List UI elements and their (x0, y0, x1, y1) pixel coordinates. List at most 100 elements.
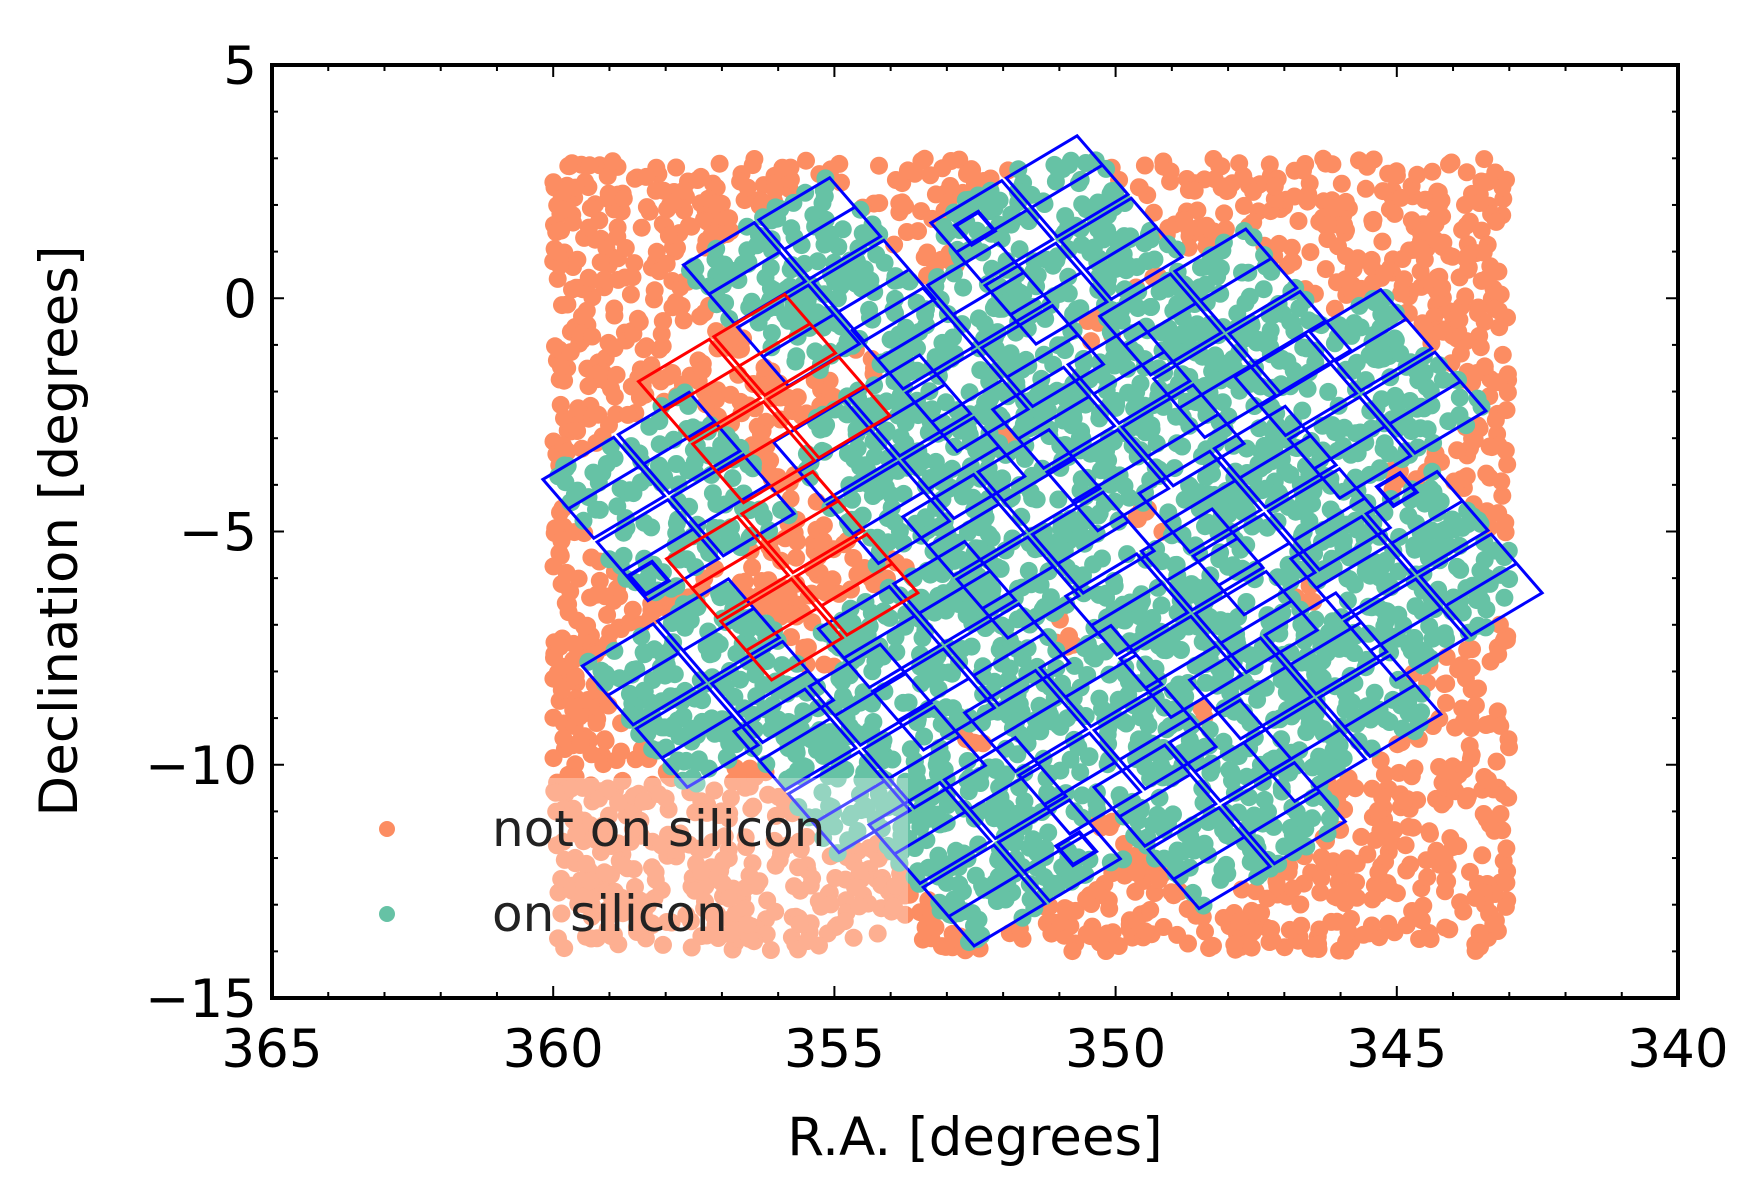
point-not-on-silicon (1462, 680, 1481, 699)
ccd-chip-outline (1044, 427, 1171, 533)
point-not-on-silicon (555, 939, 574, 958)
point-not-on-silicon (1077, 889, 1096, 908)
point-on-silicon (1049, 490, 1068, 509)
point-not-on-silicon (784, 394, 802, 413)
point-not-on-silicon (1493, 178, 1512, 197)
point-on-silicon (667, 455, 686, 473)
point-on-silicon (901, 326, 920, 345)
point-on-silicon (1424, 482, 1443, 501)
point-not-on-silicon (610, 587, 629, 606)
point-not-on-silicon (546, 783, 565, 802)
point-on-silicon (833, 220, 852, 239)
point-on-silicon (1213, 354, 1231, 373)
point-not-on-silicon (1435, 848, 1454, 867)
point-on-silicon (806, 217, 825, 236)
point-not-on-silicon (1230, 912, 1249, 931)
point-on-silicon (738, 621, 757, 640)
point-not-on-silicon (941, 177, 960, 195)
point-not-on-silicon (1162, 883, 1181, 902)
point-on-silicon (1450, 388, 1469, 407)
point-on-silicon (1007, 373, 1026, 392)
point-on-silicon (866, 737, 885, 756)
point-on-silicon (1056, 207, 1075, 226)
point-on-silicon (826, 743, 844, 762)
point-not-on-silicon (562, 779, 581, 798)
point-on-silicon (1435, 520, 1454, 539)
point-not-on-silicon (1403, 902, 1422, 920)
point-not-on-silicon (614, 856, 633, 875)
point-on-silicon (1238, 677, 1257, 695)
point-not-on-silicon (1332, 174, 1351, 193)
point-on-silicon (1066, 703, 1085, 722)
point-not-on-silicon (753, 377, 772, 396)
point-on-silicon (1099, 451, 1118, 470)
point-not-on-silicon (689, 839, 707, 858)
point-not-on-silicon (595, 270, 614, 289)
point-not-on-silicon (637, 198, 656, 217)
point-not-on-silicon (1457, 163, 1476, 182)
point-on-silicon (1323, 416, 1342, 435)
ccd-chip-outline (900, 415, 1028, 521)
point-on-silicon (656, 666, 674, 685)
point-not-on-silicon (1350, 151, 1368, 170)
point-on-silicon (621, 705, 640, 724)
point-not-on-silicon (605, 306, 624, 325)
point-on-silicon (1150, 788, 1169, 807)
point-on-silicon (1135, 709, 1154, 728)
point-not-on-silicon (1329, 237, 1347, 256)
point-on-silicon (1090, 689, 1109, 708)
ccd-readout-divider (1199, 257, 1273, 302)
point-not-on-silicon (926, 918, 945, 937)
point-not-on-silicon (579, 178, 598, 197)
point-on-silicon (1002, 215, 1021, 234)
point-not-on-silicon (1387, 166, 1406, 185)
point-on-silicon (1100, 665, 1119, 684)
point-not-on-silicon (566, 178, 585, 197)
point-on-silicon (1035, 195, 1054, 213)
point-on-silicon (1399, 506, 1418, 525)
point-on-silicon (635, 513, 654, 532)
point-on-silicon (1012, 507, 1031, 526)
point-not-on-silicon (846, 878, 864, 897)
point-not-on-silicon (1411, 239, 1430, 258)
ccd-readout-divider (762, 313, 835, 358)
point-on-silicon (650, 435, 669, 454)
point-on-silicon (882, 486, 901, 505)
point-not-on-silicon (814, 532, 833, 551)
point-on-silicon (1213, 393, 1232, 412)
point-not-on-silicon (590, 571, 609, 590)
point-not-on-silicon (1496, 513, 1515, 532)
point-on-silicon (1320, 809, 1339, 828)
point-not-on-silicon (766, 902, 785, 921)
point-on-silicon (1200, 315, 1219, 334)
point-on-silicon (1299, 653, 1318, 672)
point-on-silicon (1268, 568, 1287, 587)
point-on-silicon (634, 643, 653, 662)
point-not-on-silicon (618, 405, 637, 424)
point-not-on-silicon (789, 858, 808, 877)
point-on-silicon (834, 686, 852, 705)
point-not-on-silicon (600, 416, 618, 434)
point-not-on-silicon (1454, 902, 1473, 921)
point-not-on-silicon (745, 150, 764, 168)
point-not-on-silicon (835, 912, 854, 931)
point-not-on-silicon (1262, 920, 1281, 938)
point-not-on-silicon (643, 858, 661, 877)
point-not-on-silicon (1436, 918, 1455, 937)
point-not-on-silicon (1497, 839, 1516, 858)
point-on-silicon (1290, 299, 1309, 317)
point-on-silicon (1237, 593, 1256, 611)
point-not-on-silicon (798, 932, 817, 951)
point-not-on-silicon (628, 309, 647, 328)
point-on-silicon (1036, 309, 1055, 328)
point-not-on-silicon (1487, 752, 1506, 771)
point-on-silicon (967, 441, 986, 460)
point-on-silicon (1010, 240, 1029, 259)
point-not-on-silicon (1330, 941, 1349, 960)
x-tick-label: 340 (1627, 1019, 1728, 1080)
point-not-on-silicon (1496, 441, 1515, 460)
ccd-readout-divider (1085, 226, 1158, 272)
point-not-on-silicon (1466, 888, 1485, 907)
point-not-on-silicon (1196, 922, 1214, 941)
point-not-on-silicon (598, 605, 617, 624)
